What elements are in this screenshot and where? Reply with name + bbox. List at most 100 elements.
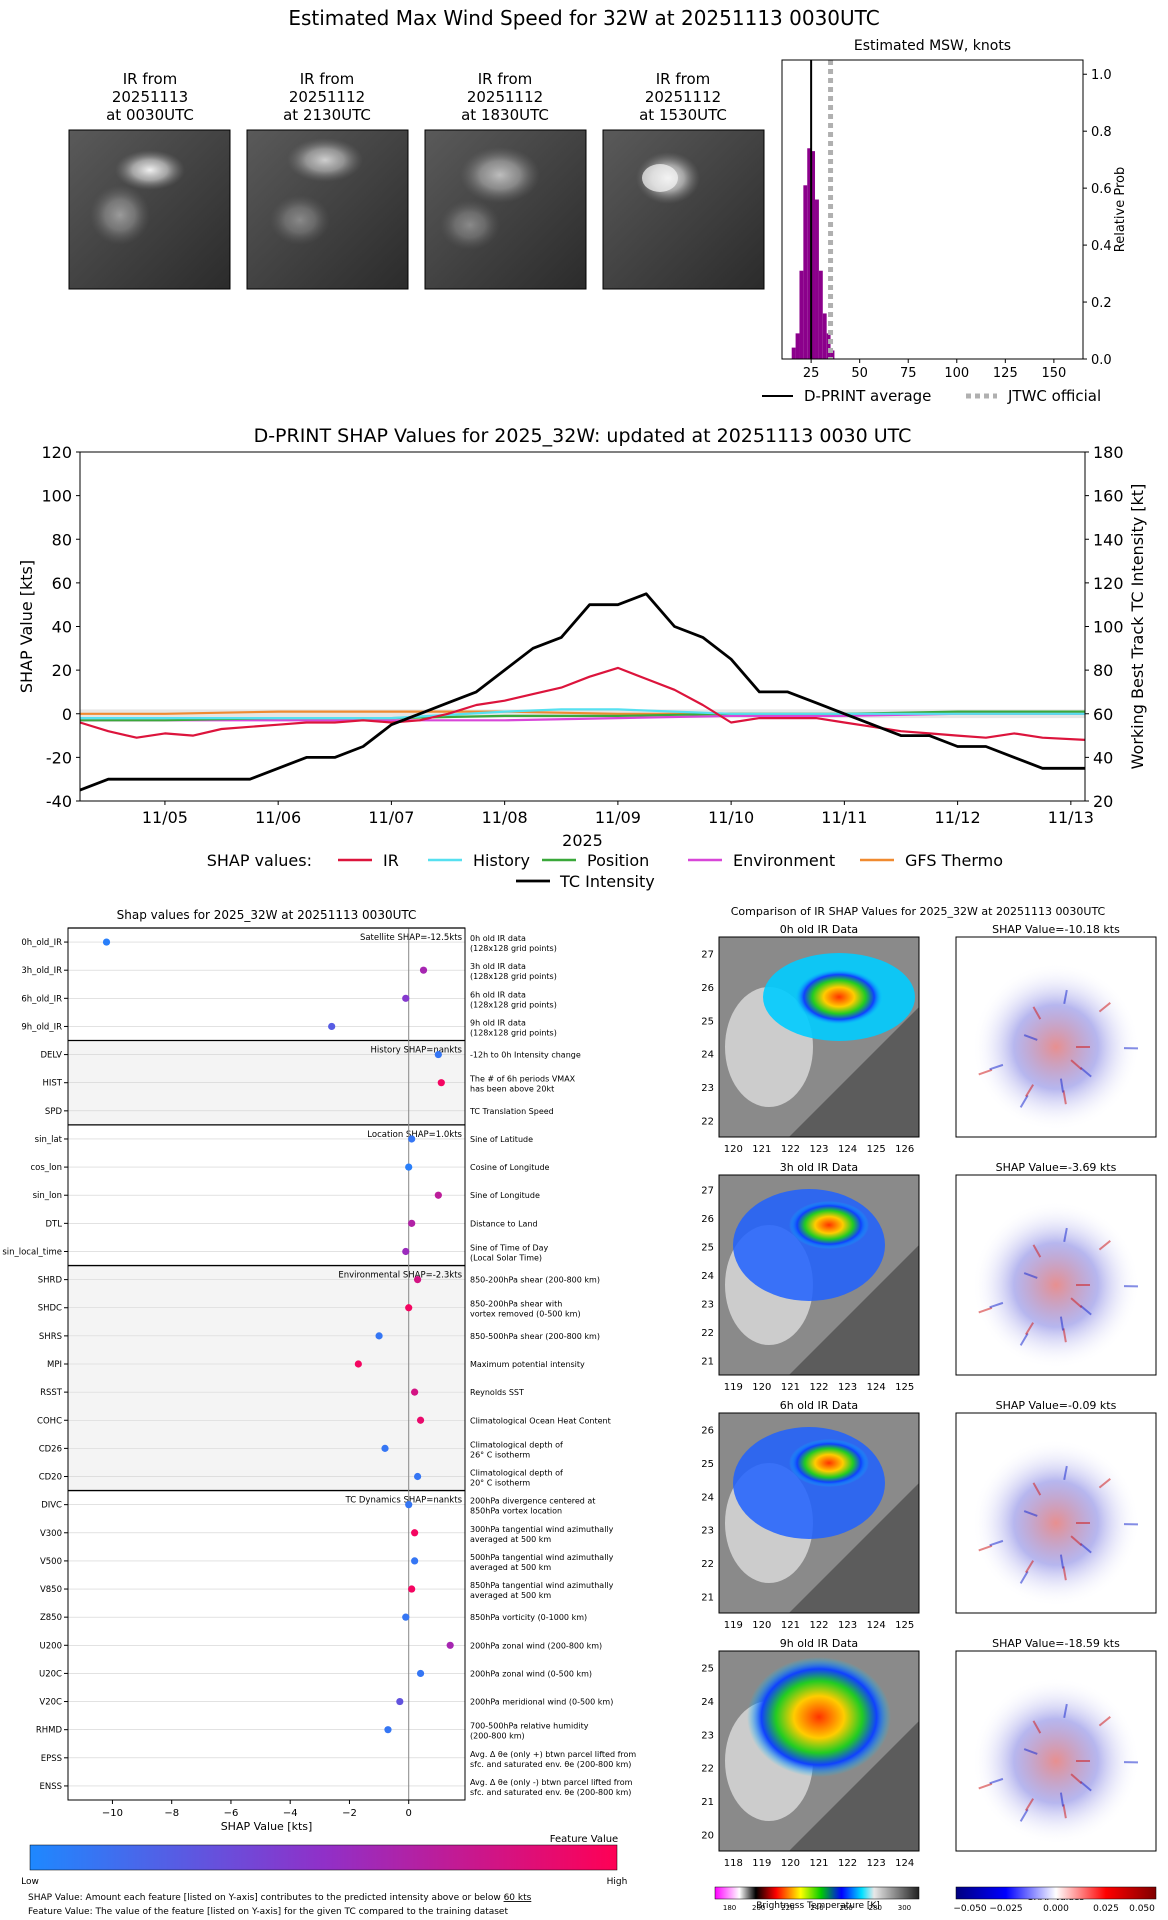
ir-map-lat-label: 23 <box>701 1526 714 1537</box>
feat-shap-point <box>446 1641 454 1649</box>
shap-map-streak <box>1032 1006 1042 1020</box>
feat-name-label: V850 <box>40 1585 62 1595</box>
ts-xtick-label: 11/08 <box>482 808 528 827</box>
shap-map-streak <box>989 1777 1004 1785</box>
shap-map-streak <box>1079 1066 1092 1078</box>
ir-map-lon-label: 120 <box>724 1144 743 1155</box>
ir-panel-title: 6h old IR Data <box>780 1399 858 1412</box>
ir-map-lon-label: 121 <box>752 1144 771 1155</box>
shap-map-streak <box>989 1063 1004 1071</box>
shap-map-streak <box>1059 1792 1065 1807</box>
shap-timeseries-chart: D-PRINT SHAP Values for 2025_32W: update… <box>17 425 1147 891</box>
ir-map-lat-label: 23 <box>701 1083 714 1094</box>
ir-thumb-title-line3: at 1830UTC <box>461 106 549 124</box>
ir-map-lat-label: 21 <box>701 1592 714 1603</box>
ts-xlabel: 2025 <box>562 831 603 850</box>
feat-shap-point <box>408 1135 416 1143</box>
ir-map-lon-label: 119 <box>752 1858 771 1869</box>
shap-map-streak <box>989 1301 1004 1309</box>
legend-label: History <box>473 851 530 870</box>
ir-map-lat-label: 20 <box>701 1830 714 1841</box>
feat-desc-label: 20° C isotherm <box>470 1479 530 1488</box>
shap-map-streak <box>1025 1084 1035 1098</box>
hist-bar <box>815 199 819 359</box>
hist-ylabel: Relative Prob <box>1113 167 1128 252</box>
feat-shap-point <box>437 1079 445 1087</box>
legend-label: IR <box>383 851 399 870</box>
ir-map-lat-label: 27 <box>701 950 714 961</box>
ir-thumbnail-1: IR from 20251112 at 2130UTC <box>246 70 409 290</box>
feat-name-label: sin_lat <box>35 1135 63 1145</box>
feat-desc-label: 700-500hPa relative humidity <box>470 1722 589 1731</box>
feat-name-label: COHC <box>37 1416 62 1426</box>
feat-shap-point <box>402 1613 410 1621</box>
feat-desc-label: 850hPa vorticity (0-1000 km) <box>470 1613 587 1622</box>
shap-map-streak <box>1070 1535 1083 1547</box>
feat-shap-point <box>402 1247 410 1256</box>
feat-shap-point <box>381 1444 389 1452</box>
brightness-temp-colorbar: Brightness Temperature [K] 180 200 220 240 2… <box>714 1886 920 1912</box>
feat-shap-point <box>411 1557 419 1565</box>
ir-map-lon-label: 119 <box>724 1620 743 1631</box>
feat-desc-label: 850hPa tangential wind azimuthally <box>470 1581 614 1590</box>
shap-map-streak <box>1062 1090 1067 1105</box>
ts-ytick-label: 40 <box>52 618 72 637</box>
hist-bar <box>803 185 808 359</box>
shap-map-streak <box>989 1539 1004 1547</box>
shap-map-pattern <box>972 1439 1140 1607</box>
feat-desc-label: sfc. and saturated env. θe (200-800 km) <box>470 1788 631 1797</box>
feat-desc-label: 6h old IR data <box>470 990 526 999</box>
feat-shap-point <box>384 1726 392 1734</box>
shap-map-streak <box>1079 1780 1092 1792</box>
ir-thumb-image <box>602 129 765 290</box>
shap-map-frame <box>955 1650 1157 1852</box>
ir-map-cold-core <box>789 1201 869 1249</box>
ir-map-lat-label: 26 <box>701 983 714 994</box>
ir-map-lon-label: 123 <box>809 1144 828 1155</box>
ir-panel-title: 9h old IR Data <box>780 1637 858 1650</box>
feat-desc-label: 0h old IR data <box>470 934 526 943</box>
hist-bar <box>830 350 835 359</box>
ts-y2tick-label: 40 <box>1093 748 1113 767</box>
ir-map-lat-label: 26 <box>701 1426 714 1437</box>
ir-thumb-title-line2: 20251112 <box>645 88 721 106</box>
footnote-threshold-link[interactable]: 60 kts <box>504 1893 532 1903</box>
feat-desc-label: 3h old IR data <box>470 962 526 971</box>
feat-name-label: U200 <box>40 1641 62 1651</box>
hist-bar <box>807 148 812 359</box>
feat-shap-point <box>434 1050 442 1059</box>
shap-map-frame <box>955 936 1157 1138</box>
hist-xtick-label: 125 <box>993 366 1018 381</box>
feat-desc-label: Reynolds SST <box>470 1388 524 1397</box>
shap-colorbar-tick: −0.050 <box>953 1904 987 1914</box>
ts-series-tc-intensity <box>79 592 1085 792</box>
ir-thumb-title-line3: at 1530UTC <box>639 106 727 124</box>
ir-map-lon-label: 120 <box>752 1382 771 1393</box>
hist-xtick-label: 25 <box>803 366 820 381</box>
feat-desc-label: 26° C isotherm <box>470 1450 530 1459</box>
shap-map-streak <box>1019 1570 1029 1584</box>
feat-shap-point <box>416 1416 425 1424</box>
hist-bar <box>818 270 823 359</box>
feat-name-label: 6h_old_IR <box>21 994 62 1004</box>
feat-name-label: V300 <box>40 1529 62 1539</box>
shap-map-streak <box>1098 1478 1111 1489</box>
feat-desc-label: Sine of Latitude <box>470 1135 533 1144</box>
ir-map-lat-label: 25 <box>701 1242 714 1253</box>
ts-y2tick-label: 60 <box>1093 705 1113 724</box>
shap-map-streak <box>1019 1808 1029 1822</box>
ir-panel-title: 0h old IR Data <box>780 923 858 936</box>
hist-ytick-label: 0.0 <box>1091 353 1112 368</box>
feat-shap-point <box>434 1191 442 1199</box>
ts-y2label: Working Best Track TC Intensity [kt] <box>1128 484 1147 770</box>
ir-map-lat-label: 27 <box>701 1185 714 1196</box>
shap-map-streak <box>1023 1034 1038 1041</box>
shap-map-streak <box>1098 1240 1111 1251</box>
ir-map-lon-label: 126 <box>895 1144 914 1155</box>
bt-colorbar-tick: 260 <box>839 1904 852 1912</box>
feat-shap-point <box>408 1585 416 1593</box>
hist-bar <box>791 347 796 359</box>
shap-map-streak <box>1070 1059 1083 1071</box>
shap-map-streak <box>1019 1332 1029 1346</box>
